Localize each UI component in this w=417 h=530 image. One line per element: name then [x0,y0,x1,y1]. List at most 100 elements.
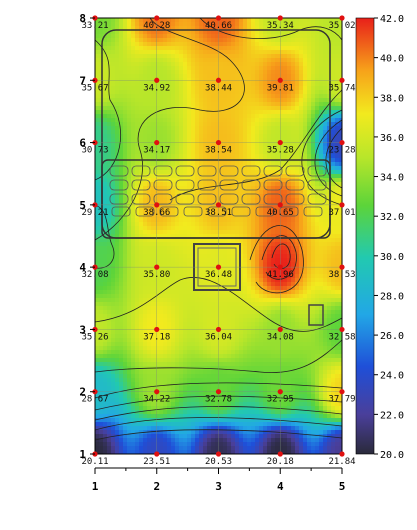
data-point [154,15,160,21]
data-point [277,139,283,146]
contour-line [199,18,342,41]
x-tick-label: 1 [92,480,99,493]
data-label: 32.95 [267,395,294,405]
contour-line [95,339,342,374]
colorbar-tick-label: 28.0 [380,291,404,302]
data-point [339,326,345,333]
data-point [154,202,160,208]
data-label: 20.53 [205,457,232,467]
data-label: 34.17 [143,146,170,156]
colorbar-tick-label: 40.0 [380,54,404,65]
data-label: 23.28 [328,146,355,156]
data-point [339,77,345,83]
data-point [154,77,160,83]
y-tick-label: 7 [79,74,86,87]
data-label: 41.96 [267,270,294,280]
data-point [277,451,283,457]
contour-line [95,18,245,241]
colorbar-tick-label: 34.0 [380,173,404,184]
data-point [215,139,222,146]
data-label: 28.67 [81,395,108,405]
data-label: 36.04 [205,332,232,342]
x-tick-label: 5 [339,480,346,493]
contour-line [249,225,304,294]
y-tick-label: 2 [79,386,86,399]
y-tick-label: 6 [79,137,86,150]
data-label: 29.21 [81,208,108,218]
colorbar-tick-label: 30.0 [380,252,404,263]
data-point [154,139,160,146]
data-label: 39.81 [267,83,294,93]
data-point [154,389,160,395]
contour-line [95,382,342,399]
outline-shape [101,159,331,239]
data-point [339,202,345,208]
outline-shape [308,304,324,326]
axes: 1 2 3 4 5 6 7 8 1 2 3 4 5 [79,12,345,493]
data-point [339,139,345,146]
data-label: 37.18 [143,332,170,342]
colorbar-tick-label: 38.0 [380,93,404,104]
data-label: 20.18 [267,457,294,467]
data-point [277,77,283,83]
y-tick-label: 8 [79,12,86,25]
contour-line [169,89,342,201]
data-label: 32.08 [81,270,108,280]
y-tick-label: 4 [79,261,86,274]
data-label: 30.73 [81,146,108,156]
data-point [215,15,222,21]
data-label: 20.11 [81,457,108,467]
contour-line [95,417,342,431]
y-tick-label: 3 [79,323,86,336]
data-label: 21.84 [328,457,355,467]
data-label: 35.80 [143,270,170,280]
data-point [215,264,222,270]
data-label: 40.66 [205,21,232,31]
data-label: 35.02 [328,21,355,31]
data-point [215,451,222,457]
data-label: 38.66 [143,208,170,218]
contour-line [95,395,342,411]
data-point [154,264,160,270]
colorbar-tick-label: 20.0 [380,450,404,461]
contour-overlay [95,18,342,441]
colorbar-ticks: 42.0 40.0 38.0 36.0 34.0 32.0 30.0 28.0 26.0 24.0… [374,14,404,461]
data-label: 34.22 [143,395,170,405]
data-label: 32.58 [328,332,355,342]
data-points: 33.21 40.28 40.66 35.34 35.02 35.67 34.92 38.44… [81,15,356,467]
x-tick-label: 2 [153,480,160,493]
heatmap-field [95,18,342,454]
data-point [277,326,283,333]
data-point [339,15,345,21]
data-label: 32.78 [205,395,232,405]
data-label: 34.92 [143,83,170,93]
data-point [277,264,283,270]
colorbar: 42.0 40.0 38.0 36.0 34.0 32.0 30.0 28.0 26.0 24.0… [355,14,404,461]
y-tick-label: 5 [79,199,86,212]
data-label: 34.08 [267,332,294,342]
data-point [339,451,345,457]
data-label: 37.01 [328,208,355,218]
data-point [215,326,222,333]
data-label: 38.51 [205,208,232,218]
data-point [215,202,222,208]
data-label: 35.67 [81,83,108,93]
colorbar-tick-label: 22.0 [380,410,404,421]
data-label: 38.53 [328,270,355,280]
data-label: 35.28 [267,146,294,156]
y-tick-label: 1 [79,448,86,461]
data-label: 35.34 [267,21,294,31]
colorbar-tick-label: 32.0 [380,212,404,223]
data-label: 35.74 [328,83,355,93]
data-point [339,389,345,395]
contour-line [325,127,342,189]
key-outlines [109,165,327,217]
data-point [277,202,283,208]
data-point [277,389,283,395]
colorbar-tick-label: 36.0 [380,133,404,144]
data-point [339,264,345,270]
data-point [215,389,222,395]
data-label: 38.54 [205,146,232,156]
contour-line [95,204,115,269]
